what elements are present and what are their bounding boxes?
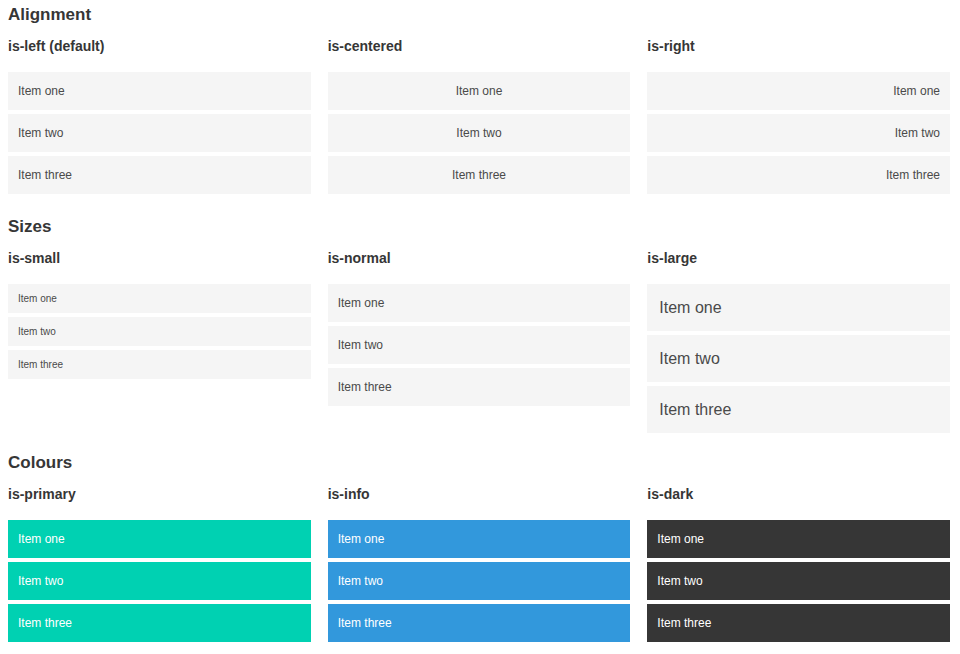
list-item[interactable]: Item one [8, 284, 311, 313]
column-is-right: is-right Item one Item two Item three [647, 39, 950, 194]
list-item[interactable]: Item three [647, 386, 950, 433]
column-is-info: is-info Item one Item two Item three [328, 487, 631, 642]
list-item[interactable]: Item three [328, 604, 631, 642]
list-item[interactable]: Item three [8, 350, 311, 379]
list-item[interactable]: Item three [647, 156, 950, 194]
list-is-dark: Item one Item two Item three [647, 520, 950, 642]
list-item[interactable]: Item one [8, 520, 311, 558]
list-item[interactable]: Item one [647, 72, 950, 110]
colours-columns: is-primary Item one Item two Item three … [8, 487, 950, 642]
list-is-centered: Item one Item two Item three [328, 72, 631, 194]
list-item[interactable]: Item two [8, 317, 311, 346]
list-item[interactable]: Item one [647, 284, 950, 331]
section-title-sizes: Sizes [8, 217, 950, 236]
column-is-dark: is-dark Item one Item two Item three [647, 487, 950, 642]
column-label-is-right: is-right [647, 39, 950, 54]
column-label-is-small: is-small [8, 251, 311, 266]
section-alignment: Alignment is-left (default) Item one Ite… [8, 5, 950, 194]
list-is-small: Item one Item two Item three [8, 284, 311, 379]
column-is-centered: is-centered Item one Item two Item three [328, 39, 631, 194]
column-label-is-left: is-left (default) [8, 39, 311, 54]
list-item[interactable]: Item three [328, 156, 631, 194]
list-is-primary: Item one Item two Item three [8, 520, 311, 642]
list-is-left: Item one Item two Item three [8, 72, 311, 194]
list-item[interactable]: Item two [647, 114, 950, 152]
column-label-is-dark: is-dark [647, 487, 950, 502]
list-item[interactable]: Item two [328, 326, 631, 364]
column-label-is-normal: is-normal [328, 251, 631, 266]
list-item[interactable]: Item two [328, 114, 631, 152]
list-item[interactable]: Item one [328, 284, 631, 322]
column-is-small: is-small Item one Item two Item three [8, 251, 311, 379]
list-item[interactable]: Item two [8, 114, 311, 152]
list-item[interactable]: Item three [328, 368, 631, 406]
list-is-info: Item one Item two Item three [328, 520, 631, 642]
list-is-right: Item one Item two Item three [647, 72, 950, 194]
column-is-left: is-left (default) Item one Item two Item… [8, 39, 311, 194]
column-is-primary: is-primary Item one Item two Item three [8, 487, 311, 642]
column-label-is-info: is-info [328, 487, 631, 502]
list-item[interactable]: Item two [647, 562, 950, 600]
alignment-columns: is-left (default) Item one Item two Item… [8, 39, 950, 194]
list-item[interactable]: Item two [328, 562, 631, 600]
list-item[interactable]: Item one [647, 520, 950, 558]
column-label-is-large: is-large [647, 251, 950, 266]
list-item[interactable]: Item three [8, 156, 311, 194]
section-title-alignment: Alignment [8, 5, 950, 24]
sizes-columns: is-small Item one Item two Item three is… [8, 251, 950, 433]
list-item[interactable]: Item one [328, 520, 631, 558]
column-is-normal: is-normal Item one Item two Item three [328, 251, 631, 406]
section-title-colours: Colours [8, 453, 950, 472]
column-label-is-primary: is-primary [8, 487, 311, 502]
list-item[interactable]: Item three [8, 604, 311, 642]
list-is-normal: Item one Item two Item three [328, 284, 631, 406]
section-colours: Colours is-primary Item one Item two Ite… [8, 453, 950, 642]
list-item[interactable]: Item two [8, 562, 311, 600]
list-item[interactable]: Item one [8, 72, 311, 110]
list-is-large: Item one Item two Item three [647, 284, 950, 433]
page: Alignment is-left (default) Item one Ite… [0, 0, 960, 642]
section-sizes: Sizes is-small Item one Item two Item th… [8, 217, 950, 433]
column-is-large: is-large Item one Item two Item three [647, 251, 950, 433]
list-item[interactable]: Item two [647, 335, 950, 382]
list-item[interactable]: Item one [328, 72, 631, 110]
list-item[interactable]: Item three [647, 604, 950, 642]
column-label-is-centered: is-centered [328, 39, 631, 54]
